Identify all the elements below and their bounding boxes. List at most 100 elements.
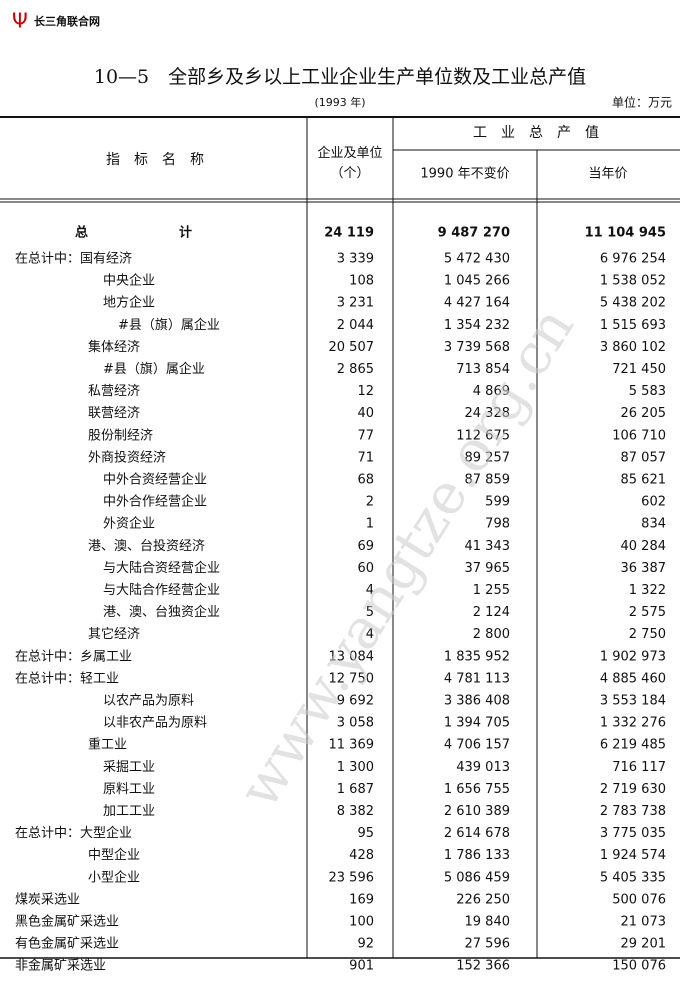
row-label: 在总计中：大型企业 — [15, 825, 132, 841]
cell: 2 800 — [473, 627, 510, 642]
row-label: 集体经济 — [88, 339, 140, 355]
cell: 1 515 693 — [600, 318, 666, 333]
cell: 24 328 — [465, 406, 511, 421]
cell: 19 840 — [465, 915, 511, 930]
cell: 2 124 — [473, 605, 510, 620]
cell: 713 854 — [456, 362, 510, 377]
row-label: 其它经济 — [88, 626, 140, 642]
cell: 3 739 568 — [444, 340, 510, 355]
cell: 2 614 678 — [444, 826, 510, 841]
cell: 428 — [349, 848, 374, 863]
row-label: 在总计中：轻工业 — [15, 671, 119, 686]
cell: 1 300 — [337, 760, 374, 775]
row-label: #县（旗）属企业 — [103, 361, 205, 377]
row-label: 非金属矿采选业 — [15, 958, 106, 974]
cell: 5 472 430 — [444, 252, 510, 267]
cell: 1 786 133 — [444, 848, 510, 863]
row-label: 加工工业 — [103, 804, 155, 819]
cell: 1 687 — [337, 782, 374, 797]
row-label: 地方企业 — [103, 295, 155, 311]
row-label: 在总计中：国有经济 — [15, 252, 132, 267]
cell: 3 553 184 — [600, 694, 666, 709]
cell: 6 219 485 — [600, 738, 666, 753]
cell: 40 284 — [621, 539, 667, 554]
cell: 3 386 408 — [444, 694, 510, 709]
cell: 27 596 — [465, 937, 511, 952]
cell: 60 — [357, 561, 374, 576]
cell: 4 427 164 — [444, 296, 510, 311]
cell: 112 675 — [456, 428, 510, 443]
cell: 21 073 — [621, 915, 667, 930]
cell: 23 596 — [329, 870, 375, 885]
col-header: 当年价 — [588, 167, 627, 182]
cell: 1 656 755 — [444, 782, 510, 797]
cell: 108 — [349, 274, 374, 289]
cell: 40 — [357, 406, 374, 421]
cell: 1 394 705 — [444, 716, 510, 731]
cell: 5 405 335 — [600, 870, 666, 885]
cell: 1 902 973 — [600, 649, 666, 664]
row-label: 小型企业 — [88, 869, 140, 885]
cell: 2 044 — [337, 318, 374, 333]
cell: 71 — [357, 450, 374, 465]
cell: 68 — [357, 473, 374, 488]
cell: 602 — [641, 495, 666, 510]
cell: 12 750 — [329, 671, 375, 686]
row-label: 中外合作经营企业 — [103, 494, 207, 510]
row-label: 总 计 — [75, 225, 192, 241]
row-label: 中型企业 — [88, 847, 140, 863]
row-label: #县（旗）属企业 — [118, 317, 220, 333]
row-label: 私营经济 — [88, 384, 140, 399]
watermark: www.yangtze.org.cn — [226, 296, 587, 819]
row-label: 港、澳、台投资经济 — [88, 538, 205, 554]
cell: 599 — [485, 495, 510, 510]
row-label: 外资企业 — [103, 516, 155, 532]
cell: 3 775 035 — [600, 826, 666, 841]
cell: 1 354 232 — [444, 318, 510, 333]
cell: 1 332 276 — [600, 716, 666, 731]
cell: 1 538 052 — [600, 274, 666, 289]
cell: 4 — [366, 583, 374, 598]
cell: 2 750 — [629, 627, 666, 642]
cell: 2 — [366, 495, 374, 510]
cell: 2 610 389 — [444, 804, 510, 819]
cell: 2 575 — [629, 605, 666, 620]
cell: 2 719 630 — [600, 782, 666, 797]
row-label: 以非农产品为原料 — [103, 716, 207, 731]
cell: 1 — [366, 517, 374, 532]
cell: 8 382 — [337, 804, 374, 819]
row-label: 联营经济 — [88, 406, 140, 421]
row-label: 中外合资经营企业 — [103, 472, 207, 488]
logo-icon: Ψ — [12, 9, 28, 33]
row-label: 港、澳、台独资企业 — [103, 604, 220, 620]
cell: 87 859 — [465, 473, 511, 488]
row-label: 与大陆合作经营企业 — [103, 582, 220, 598]
row-label: 在总计中：乡属工业 — [15, 649, 132, 664]
cell: 92 — [357, 937, 374, 952]
cell: 1 835 952 — [444, 649, 510, 664]
cell: 24 119 — [324, 226, 374, 241]
cell: 26 205 — [621, 406, 667, 421]
cell: 95 — [357, 826, 374, 841]
row-label: 以农产品为原料 — [103, 694, 194, 709]
row-label: 股份制经济 — [88, 428, 153, 443]
cell: 4 706 157 — [444, 738, 510, 753]
cell: 85 621 — [621, 473, 667, 488]
cell: 716 117 — [612, 760, 666, 775]
col-header: 1990 年不变价 — [420, 166, 509, 182]
cell: 834 — [641, 517, 666, 532]
cell: 9 692 — [337, 694, 374, 709]
cell: 5 — [366, 605, 374, 620]
cell: 20 507 — [329, 340, 375, 355]
cell: 13 084 — [329, 649, 375, 664]
cell: 150 076 — [612, 959, 666, 974]
cell: 12 — [357, 384, 374, 399]
logo-text: 长三角联合网 — [34, 14, 100, 28]
cell: 4 — [366, 627, 374, 642]
cell: 29 201 — [621, 937, 667, 952]
row-label: 采掘工业 — [103, 760, 155, 775]
cell: 5 086 459 — [444, 870, 510, 885]
cell: 77 — [357, 428, 374, 443]
row-label: 原料工业 — [103, 782, 155, 797]
